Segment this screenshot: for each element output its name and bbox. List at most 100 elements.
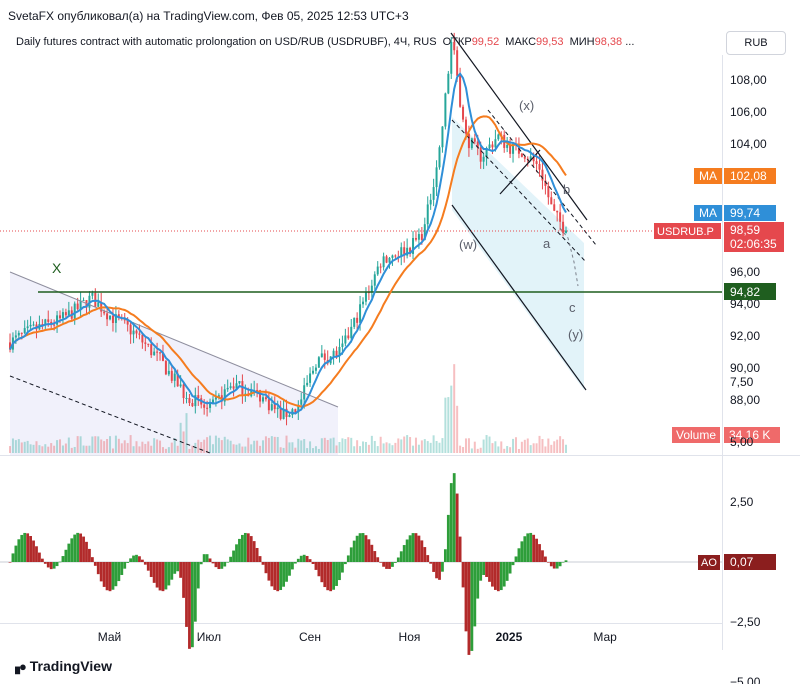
ao-bar	[461, 562, 465, 588]
volume-bar	[517, 448, 520, 453]
candle-body	[379, 266, 382, 268]
volume-badge-value: 34,16 K	[729, 428, 770, 442]
candle-body	[565, 230, 567, 233]
volume-bar	[156, 439, 159, 453]
ao-bar	[111, 562, 115, 590]
volume-bar	[376, 446, 379, 453]
ao-tick-label: 2,50	[730, 495, 754, 509]
ao-bar	[346, 555, 350, 562]
level-badge: 94,82	[724, 283, 776, 300]
ao-bar	[96, 562, 100, 575]
volume-bar	[114, 435, 117, 453]
candle-body	[267, 399, 270, 411]
candle-body	[550, 197, 553, 205]
candle-body	[229, 386, 232, 388]
volume-bar	[382, 443, 385, 453]
ao-bar	[329, 562, 333, 592]
candle-body	[435, 167, 438, 188]
volume-bar	[176, 445, 179, 453]
candle-body	[106, 313, 109, 320]
ao-bar	[220, 562, 224, 569]
candle-body	[138, 333, 141, 335]
volume-bar	[82, 445, 85, 453]
time-tick-label: Июл	[197, 630, 221, 644]
candle-body	[497, 134, 500, 140]
volume-bar	[432, 435, 435, 453]
volume-bar	[182, 431, 185, 453]
time-tick-label: Мар	[593, 630, 617, 644]
projection-channel	[452, 117, 584, 390]
volume-bar	[288, 442, 291, 453]
ao-bar	[308, 559, 312, 562]
ao-bar	[291, 562, 294, 570]
ao-bar	[102, 562, 106, 587]
ao-bar	[164, 562, 168, 590]
candle-body	[491, 144, 494, 148]
ao-bar	[243, 532, 247, 562]
ao-bar	[467, 562, 471, 655]
volume-bar	[423, 439, 426, 453]
candle-body	[506, 144, 509, 148]
candle-body	[214, 397, 217, 400]
volume-bar	[309, 441, 312, 453]
ao-bar	[88, 548, 91, 562]
volume-bar	[47, 446, 50, 453]
candle-body	[67, 310, 70, 316]
ao-axis-ticks: 7,50 5,00 2,50 −2,50 −5,00	[730, 375, 761, 684]
ao-bar	[455, 493, 459, 562]
ma-fast-badge-value: 99,74	[730, 206, 760, 220]
ao-bar	[276, 562, 280, 592]
candle-body	[494, 139, 497, 148]
wave-label-a: a	[543, 236, 551, 251]
ao-bar	[229, 556, 233, 562]
ao-bar	[258, 556, 262, 562]
candle-body	[450, 41, 453, 74]
ma-slow-badge: MA 102,08	[694, 168, 776, 184]
ao-bar	[26, 533, 30, 562]
candle-body	[141, 334, 144, 343]
volume-bar	[541, 439, 544, 453]
candle-body	[412, 237, 415, 254]
volume-bar	[356, 440, 359, 453]
ao-bar	[396, 557, 400, 562]
currency-button[interactable]: RUB	[726, 31, 786, 55]
candle-body	[150, 344, 153, 356]
volume-bar	[211, 444, 214, 453]
volume-bar	[373, 440, 376, 453]
candle-body	[488, 144, 491, 149]
ao-bar	[511, 562, 515, 566]
ao-bar	[270, 562, 274, 587]
ao-bar	[246, 533, 250, 562]
candle-body	[264, 397, 267, 400]
ao-bar	[470, 562, 474, 651]
ao-bar	[193, 562, 197, 622]
candle-body	[362, 301, 365, 305]
candle-body	[103, 311, 106, 314]
volume-bar	[379, 436, 382, 453]
candle-body	[300, 399, 303, 405]
ao-bar	[205, 554, 209, 562]
tradingview-logo[interactable]: ▗● TradingView	[10, 658, 112, 675]
candle-body	[350, 326, 353, 339]
candle-body	[56, 315, 59, 325]
volume-bar	[441, 438, 444, 453]
volume-bar	[535, 443, 538, 453]
ao-bar	[17, 539, 21, 562]
volume-bar	[323, 437, 326, 453]
ao-bar	[152, 562, 156, 583]
candle-body	[176, 373, 179, 387]
candle-body	[344, 335, 347, 344]
ao-bar	[491, 562, 494, 587]
ao-bar	[338, 562, 341, 581]
volume-bar	[153, 438, 156, 453]
volume-bar	[23, 441, 26, 453]
candle-body	[14, 335, 17, 338]
candle-body	[509, 144, 512, 154]
wave-dashed-line-upper	[487, 109, 597, 246]
volume-bar	[214, 435, 217, 453]
volume-bar	[347, 437, 350, 453]
volume-badge: Volume 34,16 K	[672, 427, 780, 443]
volume-bar	[64, 443, 67, 453]
volume-bar	[161, 447, 164, 453]
